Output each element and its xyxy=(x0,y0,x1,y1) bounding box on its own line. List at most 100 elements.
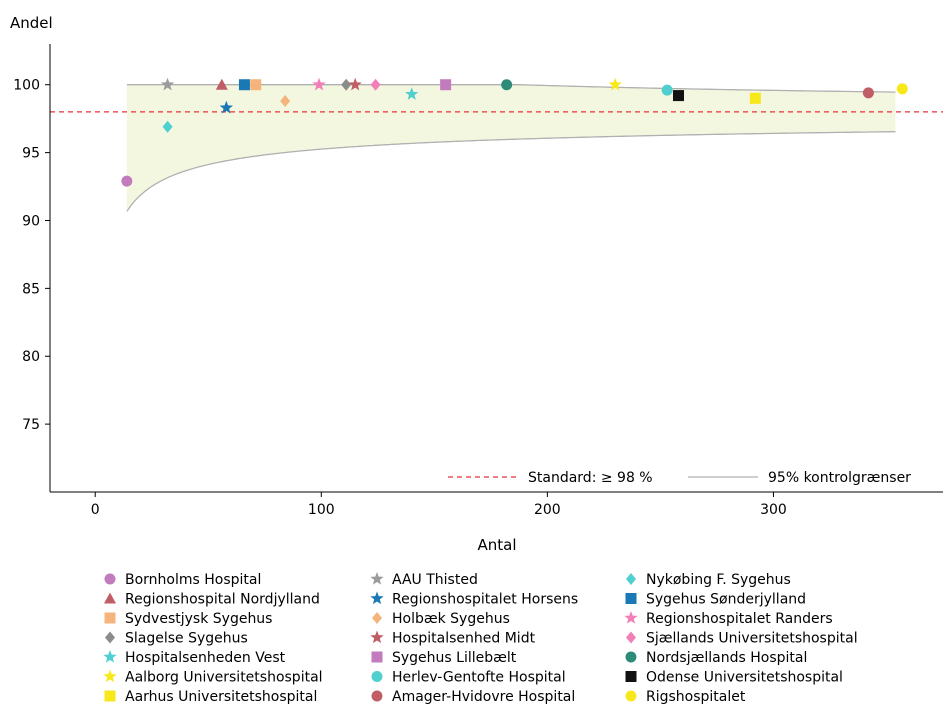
y-tick-label-80: 80 xyxy=(22,349,40,365)
legend-marker-regionshospital-nordjylland xyxy=(104,592,116,604)
legend-marker-sygehus-lilleb-lt xyxy=(371,651,383,663)
y-tick-label-100: 100 xyxy=(13,78,40,94)
point-aalborg-universitetshospital xyxy=(608,77,622,91)
legend-label-aau-thisted: AAU Thisted xyxy=(392,572,478,588)
legend-label-holb-k-sygehus: Holbæk Sygehus xyxy=(392,611,510,627)
point-odense-universitetshospital xyxy=(672,90,684,102)
point-regionshospital-nordjylland xyxy=(215,78,228,90)
legend-label-herlev-gentofte-hospital: Herlev-Gentofte Hospital xyxy=(392,670,566,686)
legend-item-rigshospitalet: Rigshospitalet xyxy=(625,689,746,705)
point-sydvestjysk-sygehus xyxy=(250,79,262,91)
point-regionshospitalet-randers xyxy=(312,77,326,91)
control-band xyxy=(126,84,896,212)
point-herlev-gentofte-hospital xyxy=(661,84,673,96)
legend-label-odense-universitetshospital: Odense Universitetshospital xyxy=(646,670,843,686)
point-slagelse-sygehus xyxy=(341,78,352,91)
y-tick-label-90: 90 xyxy=(22,213,40,229)
legend-label-sydvestjysk-sygehus: Sydvestjysk Sygehus xyxy=(125,611,272,627)
x-axis-label: Antal xyxy=(477,536,516,554)
legend-item-sj-llands-universitetshospital: Sjællands Universitetshospital xyxy=(626,631,858,647)
legend-marker-rigshospitalet xyxy=(625,690,637,702)
legend-label-nordsj-llands-hospital: Nordsjællands Hospital xyxy=(646,650,807,666)
legend-label-regionshospitalet-horsens: Regionshospitalet Horsens xyxy=(392,592,578,608)
legend-marker-regionshospitalet-randers xyxy=(624,611,638,624)
legend-item-nordsj-llands-hospital: Nordsjællands Hospital xyxy=(625,650,807,666)
legend-marker-sydvestjysk-sygehus xyxy=(104,612,116,624)
legend-marker-aarhus-universitetshospital xyxy=(104,690,116,702)
y-tick-label-95: 95 xyxy=(22,146,40,162)
point-holb-k-sygehus xyxy=(280,95,291,108)
legend-label-aalborg-universitetshospital: Aalborg Universitetshospital xyxy=(125,670,323,686)
legend-label-amager-hvidovre-hospital: Amager-Hvidovre Hospital xyxy=(392,689,575,705)
legend-marker-hospitalsenhed-midt xyxy=(370,630,384,644)
y-axis-label: Andel xyxy=(10,14,53,32)
lower-control-limit xyxy=(126,131,896,212)
x-tick-label-100: 100 xyxy=(308,502,335,518)
legend-control-label: 95% kontrolgrænser xyxy=(768,470,911,486)
legend-label-hospitalsenheden-vest: Hospitalsenheden Vest xyxy=(125,650,286,666)
y-tick-label-85: 85 xyxy=(22,281,40,297)
legend-item-aau-thisted: AAU Thisted xyxy=(370,572,478,588)
x-tick-label-200: 200 xyxy=(534,502,561,518)
legend-item-regionshospitalet-randers: Regionshospitalet Randers xyxy=(624,611,833,627)
x-tick-label-300: 300 xyxy=(760,502,787,518)
point-amager-hvidovre-hospital xyxy=(862,87,874,99)
legend-label-regionshospitalet-randers: Regionshospitalet Randers xyxy=(646,611,833,627)
legend-label-aarhus-universitetshospital: Aarhus Universitetshospital xyxy=(125,689,317,705)
legend-standard-label: Standard: ≥ 98 % xyxy=(528,470,653,486)
legend-label-sj-llands-universitetshospital: Sjællands Universitetshospital xyxy=(646,631,858,647)
legend-label-bornholms-hospital: Bornholms Hospital xyxy=(125,572,261,588)
point-nyk-bing-f-sygehus xyxy=(162,120,173,133)
legend-item-herlev-gentofte-hospital: Herlev-Gentofte Hospital xyxy=(371,670,566,686)
legend-marker-slagelse-sygehus xyxy=(105,631,115,644)
legend-marker-nordsj-llands-hospital xyxy=(625,651,637,663)
legend-item-aarhus-universitetshospital: Aarhus Universitetshospital xyxy=(104,689,317,705)
point-regionshospitalet-horsens xyxy=(219,100,233,114)
legend-marker-odense-universitetshospital xyxy=(625,671,637,682)
legend-item-bornholms-hospital: Bornholms Hospital xyxy=(104,572,261,588)
point-sygehus-s-nderjylland xyxy=(238,79,250,91)
legend-item-slagelse-sygehus: Slagelse Sygehus xyxy=(105,631,248,647)
legend-marker-aau-thisted xyxy=(370,572,384,585)
point-hospitalsenhed-midt xyxy=(348,77,362,91)
legend-marker-bornholms-hospital xyxy=(104,573,116,585)
legend-marker-herlev-gentofte-hospital xyxy=(371,671,383,682)
legend-item-sydvestjysk-sygehus: Sydvestjysk Sygehus xyxy=(104,611,272,627)
legend-marker-sj-llands-universitetshospital xyxy=(626,631,636,644)
legend-marker-amager-hvidovre-hospital xyxy=(371,690,383,702)
legend-item-sygehus-lilleb-lt: Sygehus Lillebælt xyxy=(371,650,517,666)
legend-label-regionshospital-nordjylland: Regionshospital Nordjylland xyxy=(125,592,320,608)
legend-label-nyk-bing-f-sygehus: Nykøbing F. Sygehus xyxy=(646,572,791,588)
point-bornholms-hospital xyxy=(121,175,133,187)
point-nordsj-llands-hospital xyxy=(501,79,513,91)
legend-item-hospitalsenheden-vest: Hospitalsenheden Vest xyxy=(103,650,286,666)
legend-item-regionshospitalet-horsens: Regionshospitalet Horsens xyxy=(370,591,578,608)
legend-label-slagelse-sygehus: Slagelse Sygehus xyxy=(125,631,248,647)
point-sygehus-lilleb-lt xyxy=(440,79,452,91)
legend-marker-holb-k-sygehus xyxy=(372,612,382,624)
legend-item-hospitalsenhed-midt: Hospitalsenhed Midt xyxy=(370,630,536,647)
legend-item-nyk-bing-f-sygehus: Nykøbing F. Sygehus xyxy=(626,572,791,588)
legend-item-sygehus-s-nderjylland: Sygehus Sønderjylland xyxy=(625,592,806,608)
point-sj-llands-universitetshospital xyxy=(370,78,381,91)
legend-label-sygehus-s-nderjylland: Sygehus Sønderjylland xyxy=(646,592,806,608)
point-aau-thisted xyxy=(160,77,175,91)
legend-item-aalborg-universitetshospital: Aalborg Universitetshospital xyxy=(103,669,323,686)
legend-label-sygehus-lilleb-lt: Sygehus Lillebælt xyxy=(392,650,517,666)
point-aarhus-universitetshospital xyxy=(749,92,761,104)
legend-item-holb-k-sygehus: Holbæk Sygehus xyxy=(372,611,510,627)
x-tick-label-0: 0 xyxy=(91,502,100,518)
legend-item-odense-universitetshospital: Odense Universitetshospital xyxy=(625,670,843,686)
y-tick-label-75: 75 xyxy=(22,417,40,433)
legend-item-amager-hvidovre-hospital: Amager-Hvidovre Hospital xyxy=(371,689,575,705)
legend-marker-regionshospitalet-horsens xyxy=(370,591,384,605)
point-rigshospitalet xyxy=(896,83,908,95)
legend-label-hospitalsenhed-midt: Hospitalsenhed Midt xyxy=(392,631,536,647)
legend-label-rigshospitalet: Rigshospitalet xyxy=(646,689,746,705)
legend-item-regionshospital-nordjylland: Regionshospital Nordjylland xyxy=(104,592,320,608)
legend-marker-hospitalsenheden-vest xyxy=(103,650,117,663)
legend-marker-nyk-bing-f-sygehus xyxy=(626,573,636,585)
point-hospitalsenheden-vest xyxy=(405,87,419,100)
legend-marker-aalborg-universitetshospital xyxy=(103,669,117,683)
